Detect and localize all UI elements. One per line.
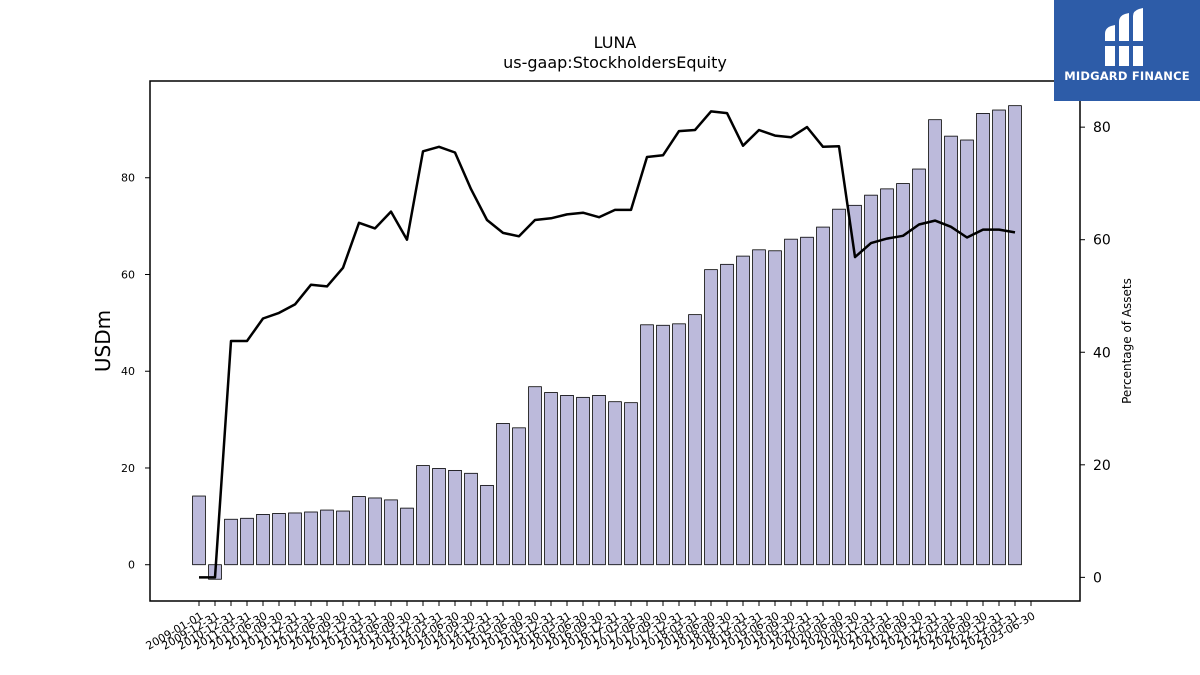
- bar: [352, 496, 366, 566]
- bar: [480, 484, 494, 566]
- bar: [912, 168, 926, 566]
- bar: [656, 324, 670, 566]
- bar: [864, 194, 878, 566]
- bar: [736, 255, 750, 566]
- bar: [960, 139, 974, 566]
- bar: [560, 395, 574, 566]
- bar: [640, 324, 654, 566]
- y2-tick-label: 20: [1093, 458, 1111, 474]
- bar: [800, 236, 814, 566]
- bar: [720, 263, 734, 566]
- y2-tick-label: 0: [1093, 570, 1102, 586]
- bar: [192, 495, 206, 566]
- midgard-finance-logo: MIDGARD FINANCE: [1054, 0, 1200, 101]
- bar: [672, 323, 686, 566]
- bar: [1008, 105, 1022, 566]
- bar: [976, 113, 990, 566]
- bar: [304, 511, 318, 566]
- bar: [848, 204, 862, 566]
- bar: [576, 396, 590, 566]
- percentage-of-assets-line: [199, 110, 1016, 579]
- bar: [496, 423, 510, 566]
- bar-series: [192, 105, 1022, 580]
- y2-tick-label: 80: [1093, 120, 1111, 136]
- x-axis: 2009-01-012009-12-312010-12-312011-03-31…: [144, 601, 1038, 653]
- bar: [928, 119, 942, 566]
- bar: [832, 208, 846, 566]
- bar: [288, 512, 302, 566]
- bar: [400, 507, 414, 566]
- bar: [256, 514, 270, 566]
- bar: [624, 402, 638, 566]
- y2-axis-label: Percentage of Assets: [1120, 278, 1134, 404]
- chart-title: LUNA: [594, 33, 637, 52]
- y-tick-label: 0: [128, 559, 135, 572]
- bar: [336, 510, 350, 566]
- bar: [512, 427, 526, 566]
- bar: [368, 497, 382, 566]
- bar: [752, 249, 766, 566]
- bar: [544, 392, 558, 566]
- bar: [416, 465, 430, 566]
- bar: [768, 250, 782, 566]
- bar: [528, 386, 542, 566]
- bar: [432, 468, 446, 566]
- bar: [272, 513, 286, 566]
- y-tick-label: 60: [121, 268, 135, 281]
- line-series: [199, 110, 1016, 579]
- y-axis-left: 0 20 40 60 80: [121, 172, 150, 572]
- y2-tick-label: 40: [1093, 345, 1111, 361]
- bar: [992, 109, 1006, 566]
- bar: [944, 135, 958, 566]
- bar: [592, 395, 606, 566]
- bar: [224, 518, 238, 566]
- chart-subtitle: us-gaap:StockholdersEquity: [503, 53, 727, 72]
- bar: [448, 469, 462, 566]
- bar: [464, 472, 478, 566]
- y-tick-label: 40: [121, 365, 135, 378]
- bar: [320, 509, 334, 566]
- bar: [784, 238, 798, 566]
- bar: [384, 499, 398, 566]
- bar: [704, 269, 718, 566]
- logo-mark-icon: [1103, 8, 1147, 66]
- bar: [896, 183, 910, 566]
- y-axis-right: 0 20 40 60 80: [1080, 120, 1111, 586]
- bar: [608, 401, 622, 566]
- y-tick-label: 20: [121, 462, 135, 475]
- y2-tick-label: 60: [1093, 233, 1111, 249]
- logo-text: MIDGARD FINANCE: [1064, 69, 1190, 83]
- bar: [240, 517, 254, 566]
- bar: [880, 188, 894, 566]
- y-tick-label: 80: [121, 172, 135, 185]
- bar: [816, 226, 830, 566]
- y-axis-label: USDm: [91, 310, 115, 372]
- bar: [688, 314, 702, 566]
